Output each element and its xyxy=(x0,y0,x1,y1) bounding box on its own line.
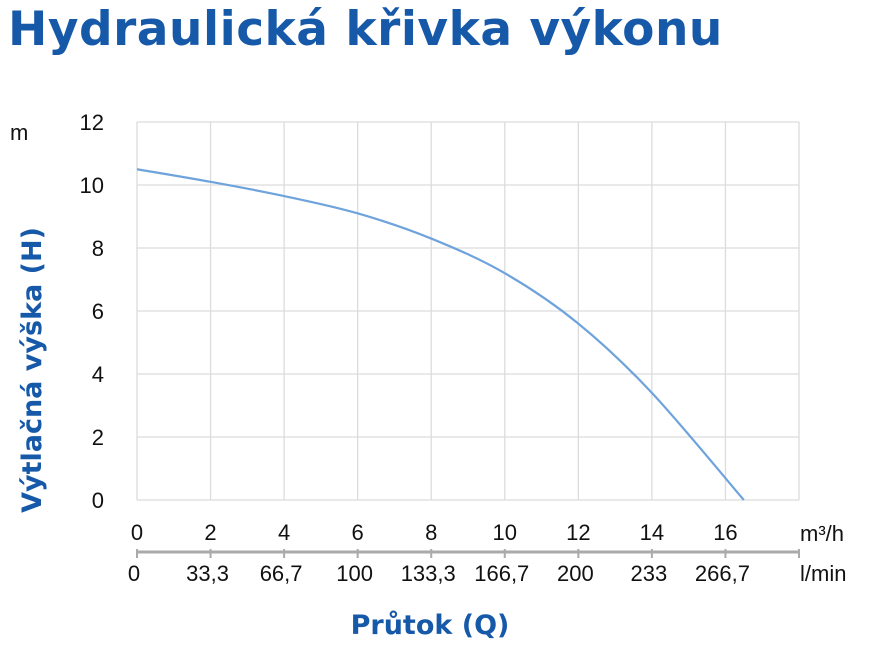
y-tick-label: 4 xyxy=(92,362,104,387)
x-unit-label: m³/h xyxy=(800,521,844,546)
x-axis-title: Průtok (Q) xyxy=(351,610,510,641)
x2-tick-label: 100 xyxy=(336,561,373,586)
x-tick-label: 10 xyxy=(493,520,517,545)
y-tick-label: 2 xyxy=(92,425,104,450)
y-tick-label: 8 xyxy=(92,236,104,261)
x-tick-label: 14 xyxy=(640,520,664,545)
x-tick-label: 16 xyxy=(713,520,737,545)
x-tick-label: 2 xyxy=(204,520,216,545)
x-tick-label: 12 xyxy=(566,520,590,545)
y-tick-label: 12 xyxy=(80,110,104,135)
x2-tick-label: 200 xyxy=(557,561,594,586)
x-tick-label: 8 xyxy=(425,520,437,545)
y-unit-label: m xyxy=(10,120,28,145)
x2-tick-label: 266,7 xyxy=(695,561,750,586)
y-axis-title: Výtlačná výška (H) xyxy=(17,227,48,513)
x2-unit-label: l/min xyxy=(800,561,846,586)
x2-tick-label: 166,7 xyxy=(474,561,529,586)
x2-tick-label: 33,3 xyxy=(186,561,229,586)
x2-tick-label: 0 xyxy=(128,561,140,586)
y-tick-label: 0 xyxy=(92,488,104,513)
x2-tick-label: 233 xyxy=(631,561,668,586)
x-tick-label: 4 xyxy=(278,520,290,545)
page-title: Hydraulická křivka výkonu xyxy=(8,2,723,57)
y-tick-label: 6 xyxy=(92,299,104,324)
x-tick-label: 6 xyxy=(352,520,364,545)
y-tick-label: 10 xyxy=(80,173,104,198)
x2-tick-label: 66,7 xyxy=(260,561,303,586)
performance-curve xyxy=(136,168,745,501)
x2-tick-label: 133,3 xyxy=(401,561,456,586)
x-tick-label: 0 xyxy=(131,520,143,545)
